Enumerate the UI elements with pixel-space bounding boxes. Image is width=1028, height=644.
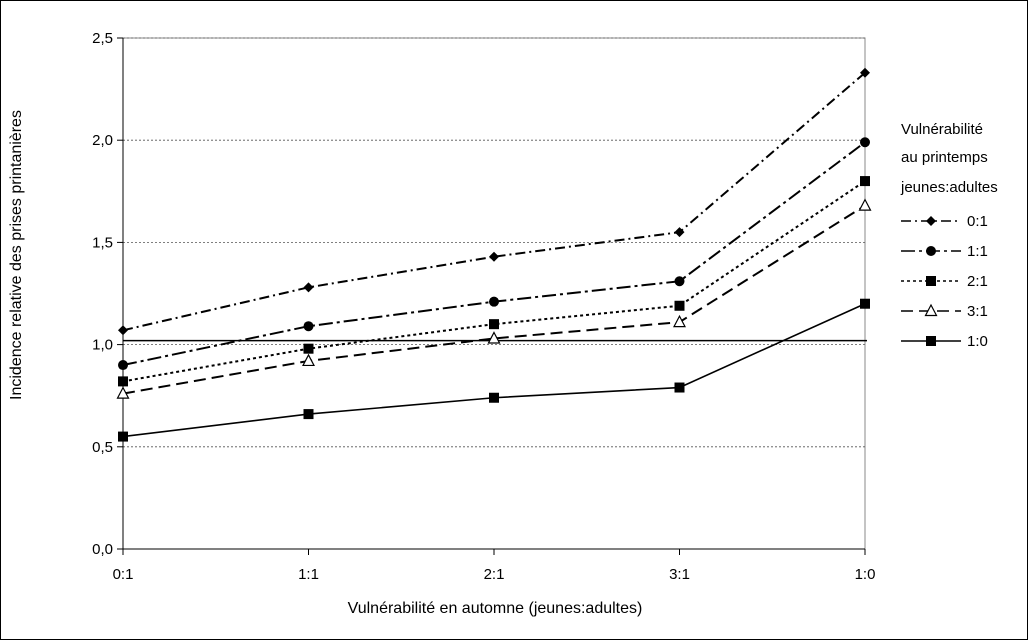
legend-label: 1:1 bbox=[967, 243, 988, 260]
x-tick-label: 2:1 bbox=[484, 566, 505, 583]
data-point bbox=[302, 353, 315, 367]
y-tick-label: 1,0 bbox=[92, 337, 113, 354]
data-point bbox=[860, 298, 870, 309]
data-point bbox=[674, 227, 685, 238]
series-2-1 bbox=[118, 176, 870, 387]
data-point bbox=[674, 276, 685, 287]
data-point bbox=[118, 360, 128, 371]
y-tick-label: 0,0 bbox=[92, 541, 113, 558]
data-point bbox=[489, 296, 499, 307]
y-tick-label: 1,5 bbox=[92, 234, 113, 251]
data-point bbox=[303, 282, 314, 293]
series-line bbox=[122, 180, 866, 383]
legend-item: 1:0 bbox=[901, 333, 988, 350]
data-point bbox=[860, 137, 870, 148]
y-tick-label: 0,5 bbox=[92, 439, 113, 456]
data-point bbox=[489, 251, 499, 262]
plot-border bbox=[122, 37, 866, 550]
data-point bbox=[303, 409, 314, 420]
series-line bbox=[122, 204, 866, 395]
series-0-1 bbox=[118, 67, 870, 336]
legend-label: 1:0 bbox=[967, 333, 988, 350]
data-point bbox=[926, 246, 936, 256]
legend-label: 3:1 bbox=[967, 303, 988, 320]
gridlines bbox=[122, 37, 866, 550]
series-3-1 bbox=[116, 198, 872, 399]
legend-item: 1:1 bbox=[901, 243, 988, 260]
x-tick-label: 3:1 bbox=[669, 566, 690, 583]
legend-item: 2:1 bbox=[901, 273, 988, 290]
data-point bbox=[926, 336, 936, 346]
data-point bbox=[116, 386, 130, 399]
legend-label: 2:1 bbox=[967, 273, 988, 290]
y-tick-label: 2,0 bbox=[92, 132, 113, 149]
data-point bbox=[673, 314, 686, 328]
x-tick-label: 0:1 bbox=[113, 566, 134, 583]
legend: Vulnérabilité au printemps jeunes:adultes 0… bbox=[900, 121, 998, 350]
series-lines bbox=[116, 67, 872, 442]
legend-title-line: Vulnérabilité bbox=[901, 121, 983, 138]
data-point bbox=[303, 343, 314, 354]
data-point bbox=[674, 382, 685, 393]
legend-label: 0:1 bbox=[967, 213, 988, 230]
data-point bbox=[858, 198, 872, 211]
data-point bbox=[926, 276, 936, 286]
data-point bbox=[860, 176, 870, 187]
y-tick-label: 2,5 bbox=[92, 30, 113, 47]
legend-title-line: au printemps bbox=[901, 149, 988, 166]
series-1-0 bbox=[118, 298, 870, 442]
data-point bbox=[860, 67, 870, 78]
axes: 0,0 0,5 1,0 1,5 2,0 2,5 0:1 1:1 2:1 3:1 1:0 bbox=[92, 30, 875, 583]
y-axis-title: Incidence relative des prises printanièr… bbox=[8, 110, 25, 400]
data-point bbox=[489, 319, 499, 330]
data-point bbox=[487, 331, 501, 344]
x-tick-label: 1:1 bbox=[298, 566, 319, 583]
x-tick-label: 1:0 bbox=[855, 566, 876, 583]
data-point bbox=[489, 392, 499, 403]
legend-item: 0:1 bbox=[901, 213, 988, 230]
data-point bbox=[118, 376, 128, 387]
data-point bbox=[674, 300, 685, 311]
series-1-1 bbox=[118, 137, 870, 371]
data-point bbox=[118, 431, 128, 442]
data-point bbox=[118, 325, 128, 336]
x-axis-title: Vulnérabilité en automne (jeunes:adultes… bbox=[348, 600, 643, 617]
data-point bbox=[926, 216, 936, 226]
data-point bbox=[924, 303, 938, 317]
legend-item: 3:1 bbox=[901, 303, 988, 320]
legend-title-line: jeunes:adultes bbox=[900, 179, 998, 196]
data-point bbox=[303, 321, 314, 332]
series-line bbox=[122, 71, 866, 332]
